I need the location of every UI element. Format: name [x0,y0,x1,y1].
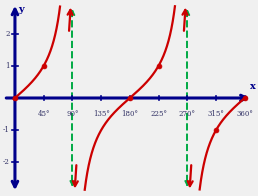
Text: 2: 2 [5,30,10,38]
Text: 180°: 180° [121,110,138,118]
Text: 225°: 225° [150,110,167,118]
Text: 90°: 90° [66,110,79,118]
Text: -2: -2 [3,158,10,166]
Text: 45°: 45° [37,110,50,118]
Text: 135°: 135° [93,110,110,118]
Text: 270°: 270° [179,110,196,118]
Text: -1: -1 [3,126,10,134]
Text: 360°: 360° [236,110,253,118]
Text: 315°: 315° [207,110,224,118]
Text: x: x [250,82,256,91]
Text: y: y [18,5,24,14]
Text: 1: 1 [5,62,10,70]
